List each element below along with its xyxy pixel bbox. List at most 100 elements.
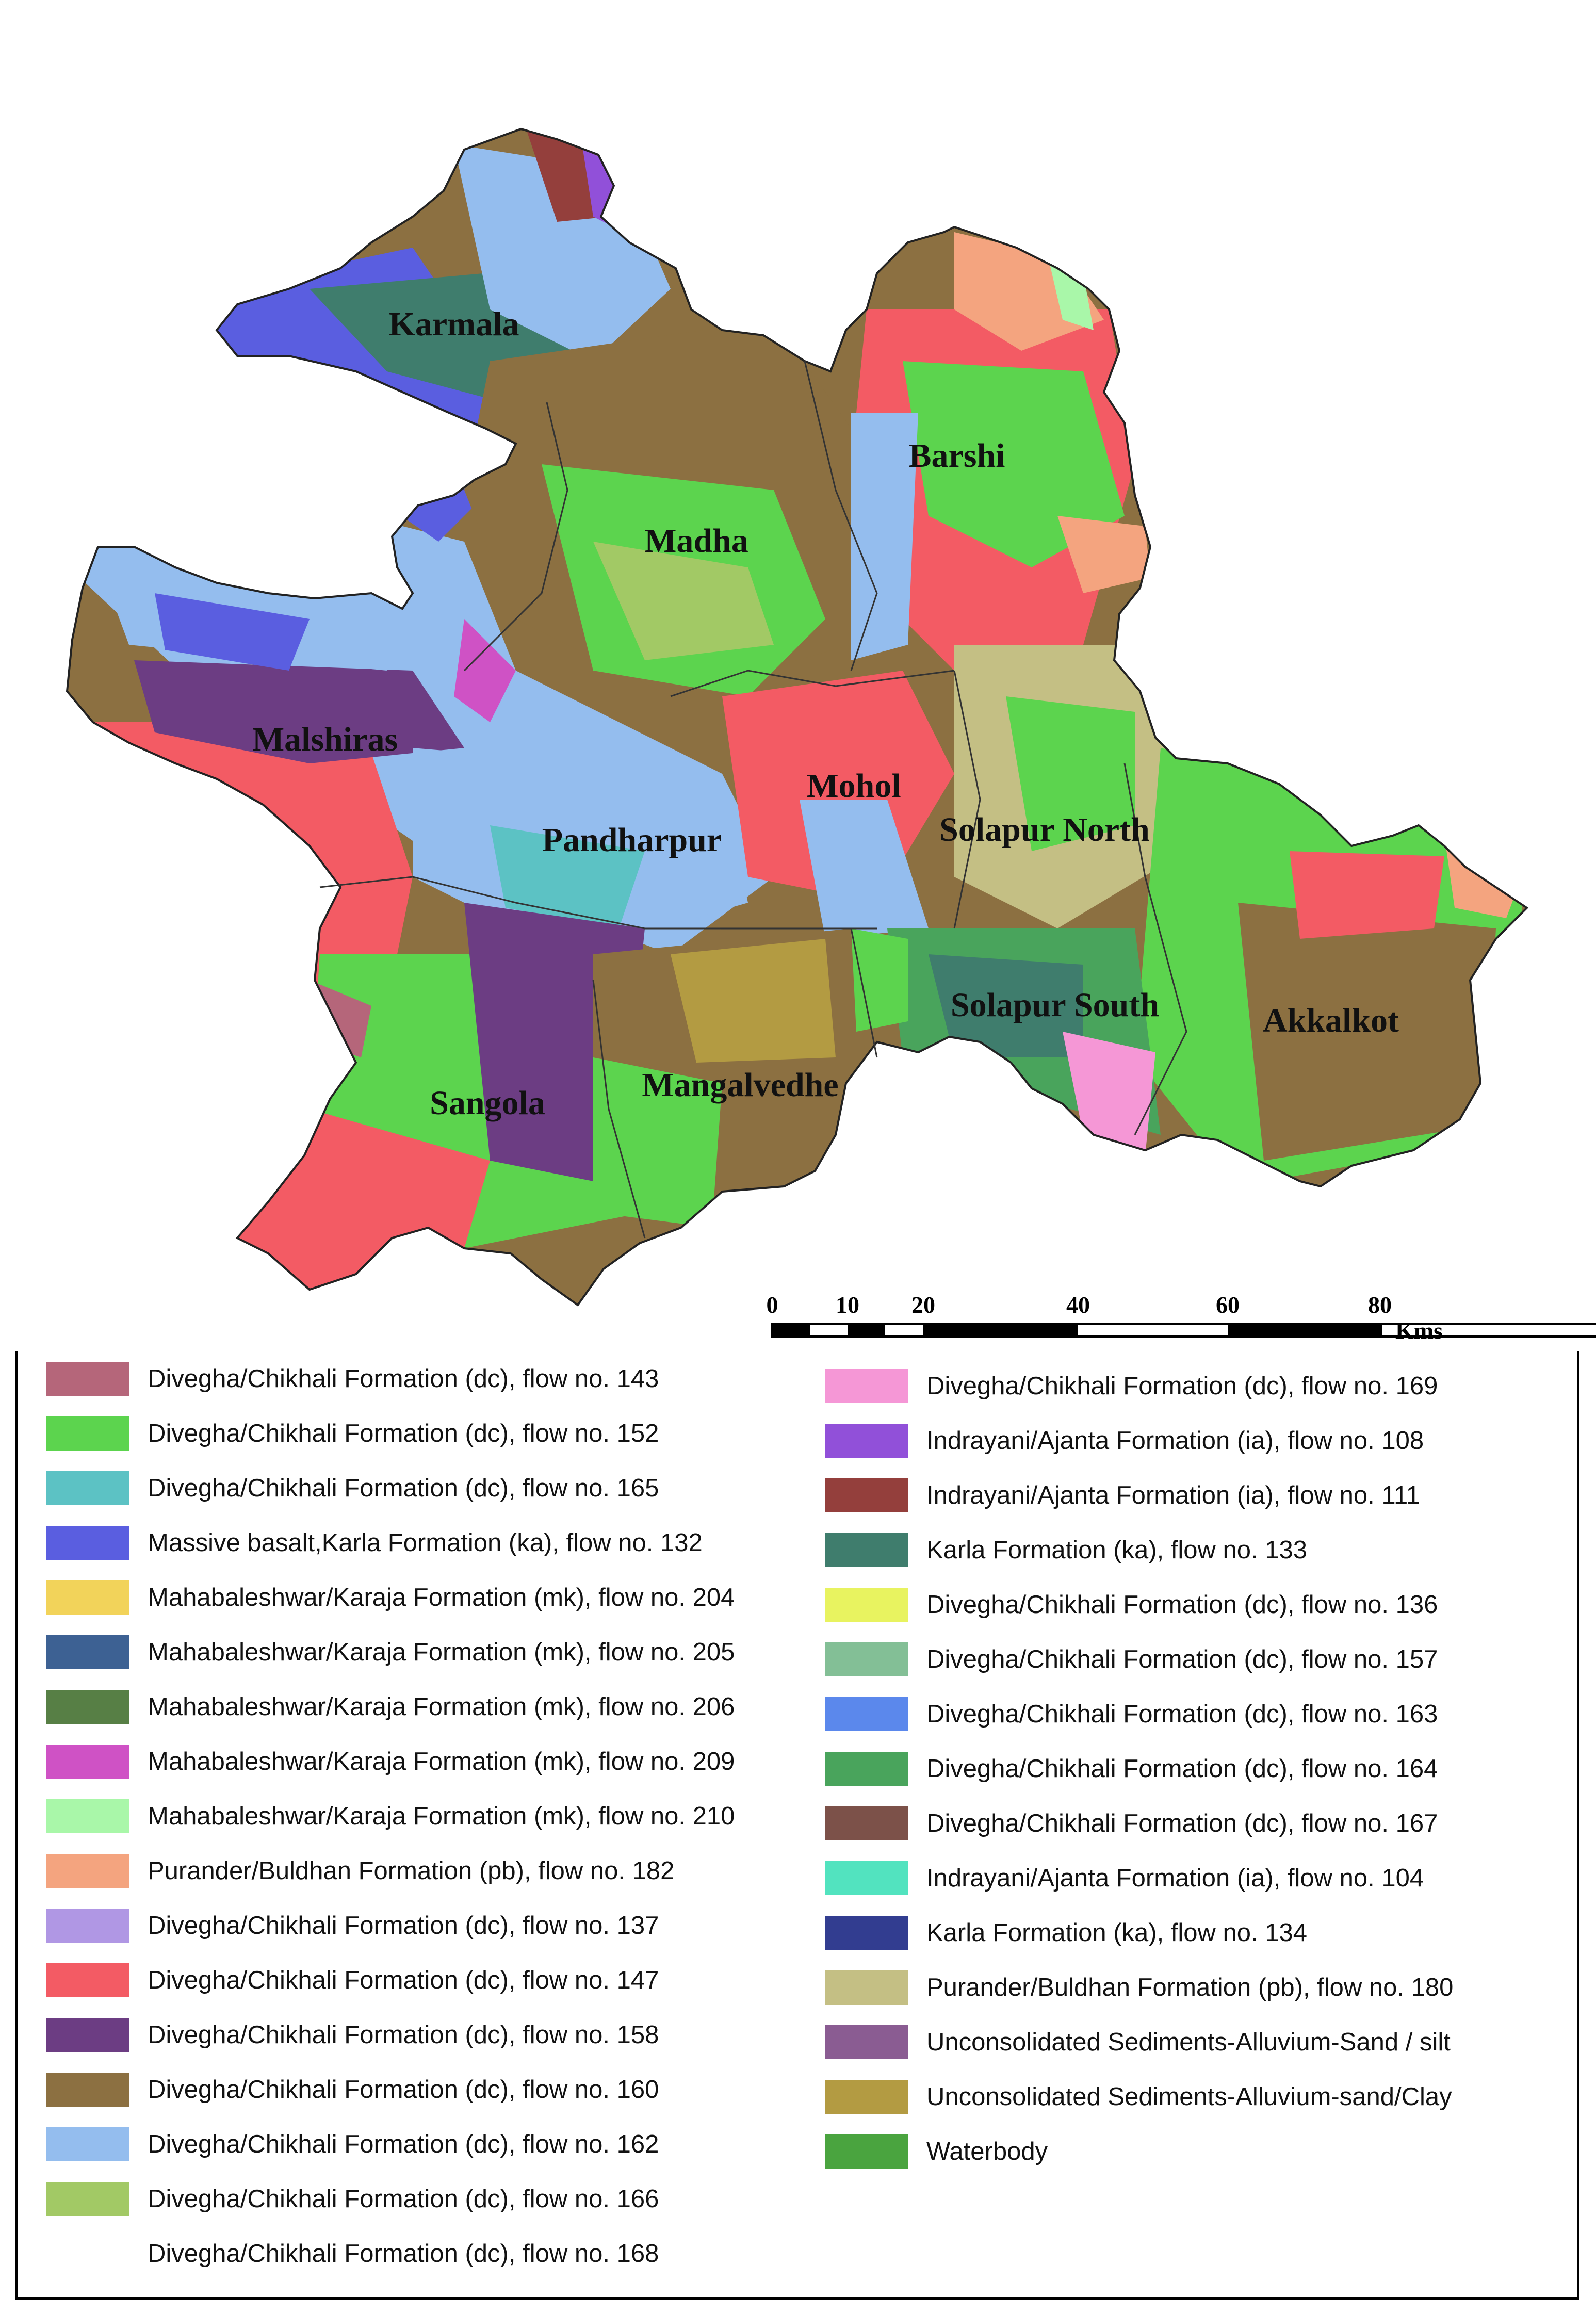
- legend-label: Divegha/Chikhali Formation (dc), flow no…: [148, 1912, 659, 1940]
- legend-swatch: [46, 1416, 129, 1451]
- legend-label: Divegha/Chikhali Formation (dc), flow no…: [148, 2185, 659, 2213]
- legend-item: Divegha/Chikhali Formation (dc), flow no…: [825, 1687, 1453, 1741]
- legend-label: Mahabaleshwar/Karaja Formation (mk), flo…: [148, 1802, 735, 1830]
- legend-item: Indrayani/Ajanta Formation (ia), flow no…: [825, 1851, 1453, 1905]
- legend-item: Divegha/Chikhali Formation (dc), flow no…: [825, 1359, 1453, 1413]
- legend-swatch: [46, 2237, 129, 2271]
- legend-item: Karla Formation (ka), flow no. 134: [825, 1905, 1453, 1960]
- legend-swatch: [825, 1533, 908, 1567]
- legend-label: Indrayani/Ajanta Formation (ia), flow no…: [926, 1427, 1424, 1455]
- legend-item: Divegha/Chikhali Formation (dc), flow no…: [825, 1632, 1453, 1687]
- legend-label: Divegha/Chikhali Formation (dc), flow no…: [148, 2076, 659, 2104]
- legend-item: Unconsolidated Sediments-Alluvium-Sand /…: [825, 2015, 1453, 2069]
- legend-label: Karla Formation (ka), flow no. 133: [926, 1536, 1308, 1564]
- legend-label: Divegha/Chikhali Formation (dc), flow no…: [148, 1966, 659, 1994]
- legend-label: Divegha/Chikhali Formation (dc), flow no…: [926, 1700, 1438, 1728]
- scale-tick-40: 40: [1066, 1292, 1090, 1318]
- legend-item: Mahabaleshwar/Karaja Formation (mk), flo…: [46, 1789, 735, 1844]
- legend-swatch: [825, 1806, 908, 1840]
- legend-item: Mahabaleshwar/Karaja Formation (mk), flo…: [46, 1734, 735, 1789]
- legend-swatch: [825, 2025, 908, 2059]
- legend-label: Divegha/Chikhali Formation (dc), flow no…: [926, 1372, 1438, 1400]
- legend-label: Unconsolidated Sediments-Alluvium-Sand /…: [926, 2028, 1451, 2056]
- scale-unit: Kms: [1395, 1317, 1443, 1344]
- legend-swatch: [46, 1745, 129, 1779]
- legend-item: Indrayani/Ajanta Formation (ia), flow no…: [825, 1468, 1453, 1523]
- legend-swatch: [46, 2127, 129, 2161]
- legend-swatch: [825, 1642, 908, 1676]
- legend-label: Divegha/Chikhali Formation (dc), flow no…: [148, 2021, 659, 2049]
- legend-label: Divegha/Chikhali Formation (dc), flow no…: [926, 1810, 1438, 1837]
- legend-swatch: [46, 1635, 129, 1669]
- legend-swatch: [46, 1909, 129, 1943]
- legend-label: Mahabaleshwar/Karaja Formation (mk), flo…: [148, 1638, 735, 1666]
- legend-item: Mahabaleshwar/Karaja Formation (mk), flo…: [46, 1625, 735, 1680]
- legend-item: Unconsolidated Sediments-Alluvium-sand/C…: [825, 2069, 1453, 2124]
- legend-item: Divegha/Chikhali Formation (dc), flow no…: [46, 2226, 735, 2281]
- scale-bar: 0 10 20 40 60 80 Kms: [767, 1292, 1596, 1344]
- legend-item: Waterbody: [825, 2124, 1453, 2179]
- legend-label: Divegha/Chikhali Formation (dc), flow no…: [926, 1591, 1438, 1619]
- legend-swatch: [46, 2073, 129, 2107]
- district-label-malshiras: Malshiras: [252, 721, 398, 758]
- legend-item: Divegha/Chikhali Formation (dc), flow no…: [825, 1577, 1453, 1632]
- legend-item: Divegha/Chikhali Formation (dc), flow no…: [46, 1351, 735, 1406]
- legend-swatch: [825, 1752, 908, 1786]
- legend-label: Massive basalt,Karla Formation (ka), flo…: [148, 1529, 703, 1557]
- legend-label: Divegha/Chikhali Formation (dc), flow no…: [926, 1755, 1438, 1783]
- legend-swatch: [46, 1362, 129, 1396]
- legend-item: Karla Formation (ka), flow no. 133: [825, 1523, 1453, 1577]
- legend-item: Divegha/Chikhali Formation (dc), flow no…: [46, 1953, 735, 2008]
- legend-item: Purander/Buldhan Formation (pb), flow no…: [46, 1844, 735, 1898]
- district-label-karmala: Karmala: [389, 305, 519, 343]
- legend-swatch: [825, 1424, 908, 1458]
- scale-tick-60: 60: [1216, 1292, 1240, 1318]
- legend-swatch: [46, 2182, 129, 2216]
- legend-item: Divegha/Chikhali Formation (dc), flow no…: [46, 1461, 735, 1515]
- scale-tick-20: 20: [911, 1292, 935, 1318]
- legend-item: Mahabaleshwar/Karaja Formation (mk), flo…: [46, 1680, 735, 1734]
- district-label-pandharpur: Pandharpur: [542, 821, 722, 859]
- district-label-mohol: Mohol: [806, 767, 901, 805]
- legend-swatch: [46, 1526, 129, 1560]
- legend-swatch: [46, 1854, 129, 1888]
- legend-item: Massive basalt,Karla Formation (ka), flo…: [46, 1515, 735, 1570]
- legend-label: Waterbody: [926, 2138, 1048, 2165]
- district-label-sangola: Sangola: [430, 1084, 545, 1122]
- legend-label: Divegha/Chikhali Formation (dc), flow no…: [148, 1365, 659, 1393]
- legend-label: Indrayani/Ajanta Formation (ia), flow no…: [926, 1481, 1420, 1509]
- legend-label: Divegha/Chikhali Formation (dc), flow no…: [148, 2240, 659, 2268]
- district-map: Karmala Barshi Madha Malshiras Mohol Pan…: [66, 128, 1596, 1344]
- legend-label: Mahabaleshwar/Karaja Formation (mk), flo…: [148, 1748, 735, 1775]
- district-label-solapur-north: Solapur North: [939, 811, 1150, 849]
- legend-swatch: [825, 1970, 908, 2005]
- legend-item: Divegha/Chikhali Formation (dc), flow no…: [825, 1796, 1453, 1851]
- legend-label: Divegha/Chikhali Formation (dc), flow no…: [926, 1645, 1438, 1673]
- legend-label: Purander/Buldhan Formation (pb), flow no…: [148, 1857, 675, 1885]
- legend-swatch: [46, 1580, 129, 1615]
- legend-item: Divegha/Chikhali Formation (dc), flow no…: [46, 2172, 735, 2226]
- legend-swatch: [825, 1697, 908, 1731]
- legend-label: Divegha/Chikhali Formation (dc), flow no…: [148, 1420, 659, 1447]
- legend-swatch: [825, 1478, 908, 1512]
- legend-item: Mahabaleshwar/Karaja Formation (mk), flo…: [46, 1570, 735, 1625]
- legend-swatch: [825, 2134, 908, 2169]
- legend-label: Divegha/Chikhali Formation (dc), flow no…: [148, 2130, 659, 2158]
- legend-item: Indrayani/Ajanta Formation (ia), flow no…: [825, 1413, 1453, 1468]
- legend-label: Mahabaleshwar/Karaja Formation (mk), flo…: [148, 1693, 735, 1721]
- district-label-akkalkot: Akkalkot: [1263, 1002, 1399, 1039]
- legend-swatch: [46, 1471, 129, 1505]
- legend-label: Purander/Buldhan Formation (pb), flow no…: [926, 1974, 1454, 2001]
- legend-label: Karla Formation (ka), flow no. 134: [926, 1919, 1308, 1947]
- legend-swatch: [825, 1369, 908, 1403]
- legend-item: Purander/Buldhan Formation (pb), flow no…: [825, 1960, 1453, 2015]
- scale-tick-80: 80: [1368, 1292, 1392, 1318]
- scale-tick-0: 0: [767, 1292, 778, 1318]
- legend-swatch: [825, 1861, 908, 1895]
- legend-label: Divegha/Chikhali Formation (dc), flow no…: [148, 1474, 659, 1502]
- legend-label: Unconsolidated Sediments-Alluvium-sand/C…: [926, 2083, 1452, 2111]
- taluka-boundaries: [319, 361, 1187, 1239]
- legend-swatch: [46, 1963, 129, 1997]
- legend-swatch: [46, 1799, 129, 1833]
- legend-swatch: [825, 1916, 908, 1950]
